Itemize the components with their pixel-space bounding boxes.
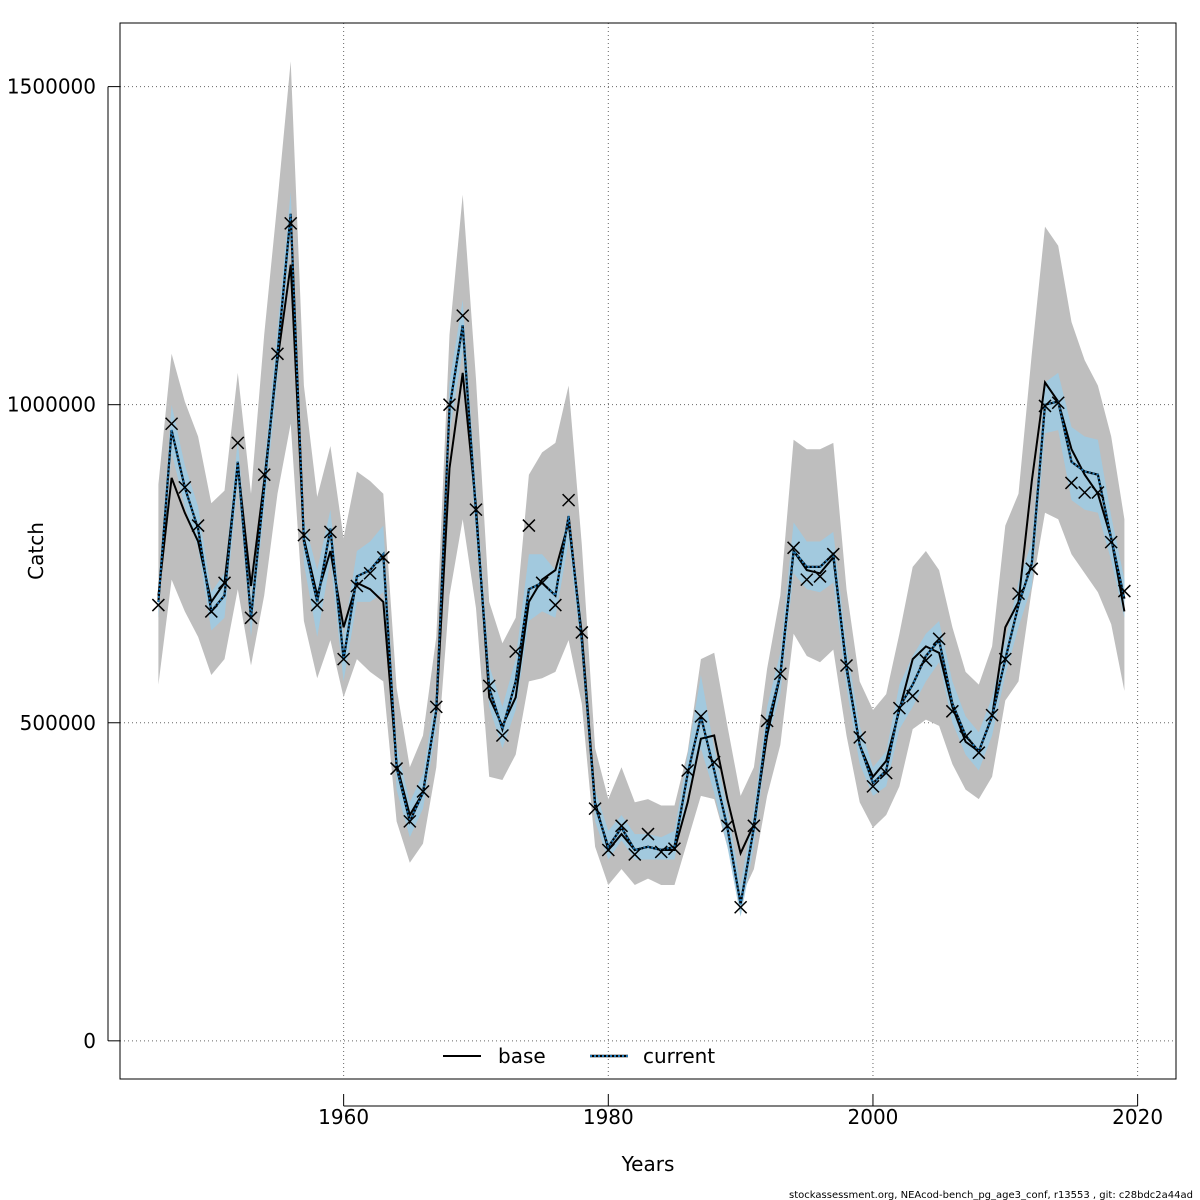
y-axis: 0 500000 1000000 1500000 bbox=[7, 75, 120, 1053]
observed-point-1965 bbox=[403, 814, 417, 828]
observed-point-1993 bbox=[773, 667, 787, 681]
observed-point-1983 bbox=[641, 827, 655, 841]
y-tick-label-1000000: 1000000 bbox=[7, 393, 96, 417]
observed-point-1973 bbox=[509, 644, 523, 659]
observed-point-2009 bbox=[985, 708, 999, 722]
y-tick-label-1500000: 1500000 bbox=[7, 75, 96, 99]
x-tick-label-1980: 1980 bbox=[583, 1105, 634, 1129]
observed-point-1975 bbox=[535, 576, 549, 590]
confidence-bands bbox=[158, 61, 1125, 917]
observed-point-1960 bbox=[337, 652, 351, 666]
observed-point-2018 bbox=[1104, 535, 1118, 549]
observed-point-1989 bbox=[720, 819, 734, 833]
observed-point-1955 bbox=[270, 347, 285, 361]
observed-point-2007 bbox=[959, 730, 973, 744]
observed-point-1981 bbox=[615, 819, 629, 833]
observed-point-1964 bbox=[390, 762, 404, 776]
x-tick-label-1960: 1960 bbox=[318, 1105, 369, 1129]
x-axis-title: Years bbox=[621, 1152, 675, 1176]
legend-current-label: current bbox=[643, 1044, 715, 1068]
y-tick-label-500000: 500000 bbox=[20, 711, 96, 735]
observed-point-1996 bbox=[813, 569, 827, 583]
observed-point-2006 bbox=[945, 704, 959, 718]
observed-point-1967 bbox=[429, 700, 443, 714]
observed-point-1970 bbox=[469, 503, 483, 517]
observed-point-1951 bbox=[218, 576, 232, 590]
observed-point-1948 bbox=[178, 480, 192, 494]
observed-point-1977 bbox=[562, 493, 576, 507]
observed-point-2000 bbox=[866, 779, 880, 793]
x-tick-label-2000: 2000 bbox=[848, 1105, 899, 1129]
x-axis: 1960 1980 2000 2020 bbox=[318, 1094, 1163, 1129]
observed-point-2012 bbox=[1025, 562, 1039, 576]
observed-point-2002 bbox=[892, 701, 906, 715]
legend-base-label: base bbox=[498, 1044, 546, 1068]
observed-point-1962 bbox=[363, 566, 377, 580]
y-axis-title: Catch bbox=[24, 522, 48, 580]
observed-point-1949 bbox=[191, 519, 205, 533]
observed-point-1979 bbox=[588, 802, 602, 816]
observed-point-1952 bbox=[231, 436, 245, 450]
observed-point-1980 bbox=[601, 843, 615, 857]
observed-point-1958 bbox=[310, 598, 324, 612]
observed-point-1947 bbox=[165, 417, 179, 431]
observed-point-2003 bbox=[906, 689, 920, 703]
observed-point-1957 bbox=[297, 528, 311, 542]
observed-point-1966 bbox=[416, 784, 430, 798]
observed-point-1956 bbox=[284, 216, 298, 230]
observed-point-1994 bbox=[787, 541, 801, 555]
observed-point-1961 bbox=[350, 579, 364, 593]
observed-point-1987 bbox=[694, 709, 708, 723]
observed-point-2019 bbox=[1117, 584, 1131, 598]
observed-point-1963 bbox=[376, 550, 390, 564]
observed-point-1982 bbox=[628, 847, 642, 861]
plot-frame bbox=[119, 22, 1177, 1080]
observed-point-1971 bbox=[482, 679, 496, 693]
observed-point-1999 bbox=[853, 730, 867, 744]
observed-point-2017 bbox=[1091, 485, 1105, 500]
observed-point-2001 bbox=[879, 766, 893, 780]
observed-point-2014 bbox=[1051, 396, 1065, 410]
x-tick-label-2020: 2020 bbox=[1112, 1105, 1163, 1129]
observed-point-1976 bbox=[548, 598, 562, 612]
legend: base current bbox=[443, 1044, 715, 1068]
observed-markers bbox=[151, 216, 1131, 914]
observed-point-2005 bbox=[932, 632, 946, 646]
observed-point-2004 bbox=[919, 653, 933, 667]
observed-point-1986 bbox=[681, 763, 695, 778]
observed-point-2008 bbox=[972, 746, 986, 760]
footer-credit: stockassessment.org, NEAcod-bench_pg_age… bbox=[789, 1190, 1193, 1200]
observed-point-1968 bbox=[442, 398, 457, 412]
observed-point-2011 bbox=[1011, 587, 1026, 601]
observed-point-1959 bbox=[323, 525, 337, 539]
observed-point-1985 bbox=[667, 842, 681, 856]
observed-point-2016 bbox=[1078, 485, 1092, 500]
observed-point-1997 bbox=[826, 547, 840, 561]
observed-point-1988 bbox=[707, 755, 721, 769]
observed-point-1992 bbox=[760, 714, 774, 728]
observed-point-1991 bbox=[747, 819, 761, 833]
current-series-line bbox=[157, 213, 1126, 905]
base-confidence-band bbox=[158, 61, 1125, 898]
observed-point-1990 bbox=[734, 900, 748, 914]
observed-point-1950 bbox=[204, 604, 218, 618]
observed-point-1998 bbox=[839, 658, 854, 673]
observed-point-1995 bbox=[800, 573, 814, 587]
observed-point-1974 bbox=[522, 519, 536, 533]
observed-point-2015 bbox=[1064, 476, 1078, 490]
observed-point-1984 bbox=[654, 845, 668, 859]
observed-point-1946 bbox=[151, 598, 165, 612]
observed-point-2010 bbox=[998, 652, 1012, 666]
y-tick-label-0: 0 bbox=[83, 1029, 96, 1053]
observed-point-1969 bbox=[456, 309, 470, 323]
observed-point-1953 bbox=[244, 611, 258, 625]
observed-point-1954 bbox=[257, 468, 271, 482]
observed-point-1978 bbox=[575, 625, 589, 639]
observed-point-2013 bbox=[1038, 399, 1052, 413]
observed-point-1972 bbox=[495, 728, 509, 743]
series-lines bbox=[157, 213, 1126, 905]
